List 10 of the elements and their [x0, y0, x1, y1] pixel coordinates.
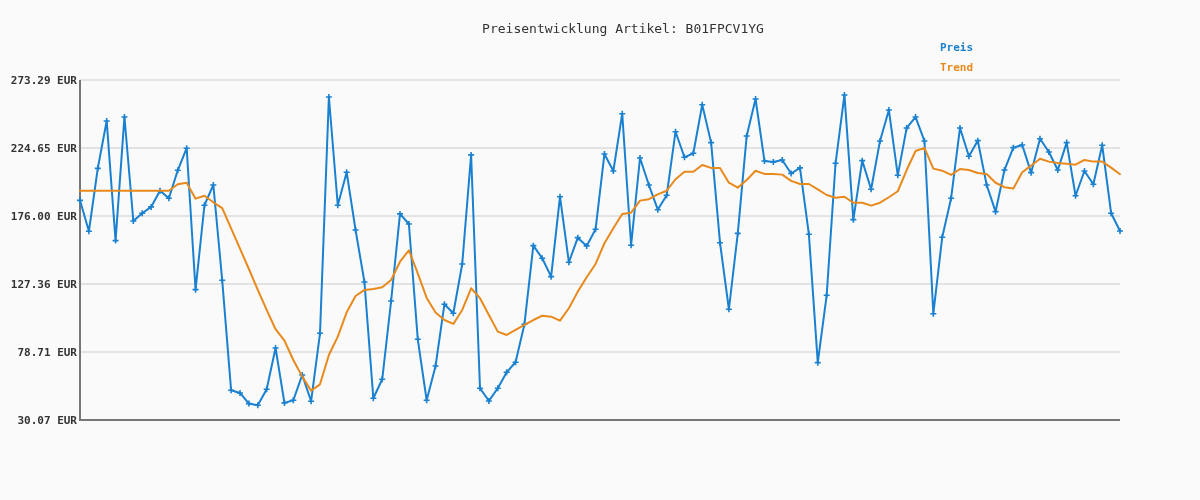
y-tick-label: 176.00 EUR	[10, 209, 78, 223]
y-tick-label: 78.71 EUR	[17, 345, 78, 359]
line-series	[79, 146, 1121, 392]
y-tick-label: 30.07 EUR	[17, 413, 78, 427]
chart-title: Preisentwicklung Artikel: B01FPCV1YG	[482, 21, 765, 36]
y-tick-label: 273.29 EUR	[10, 73, 78, 87]
text: Trend	[940, 60, 974, 74]
y-tick-label: 224.65 EUR	[10, 141, 78, 155]
text: Preis	[940, 40, 974, 54]
y-tick-label: 127.36 EUR	[10, 277, 78, 291]
